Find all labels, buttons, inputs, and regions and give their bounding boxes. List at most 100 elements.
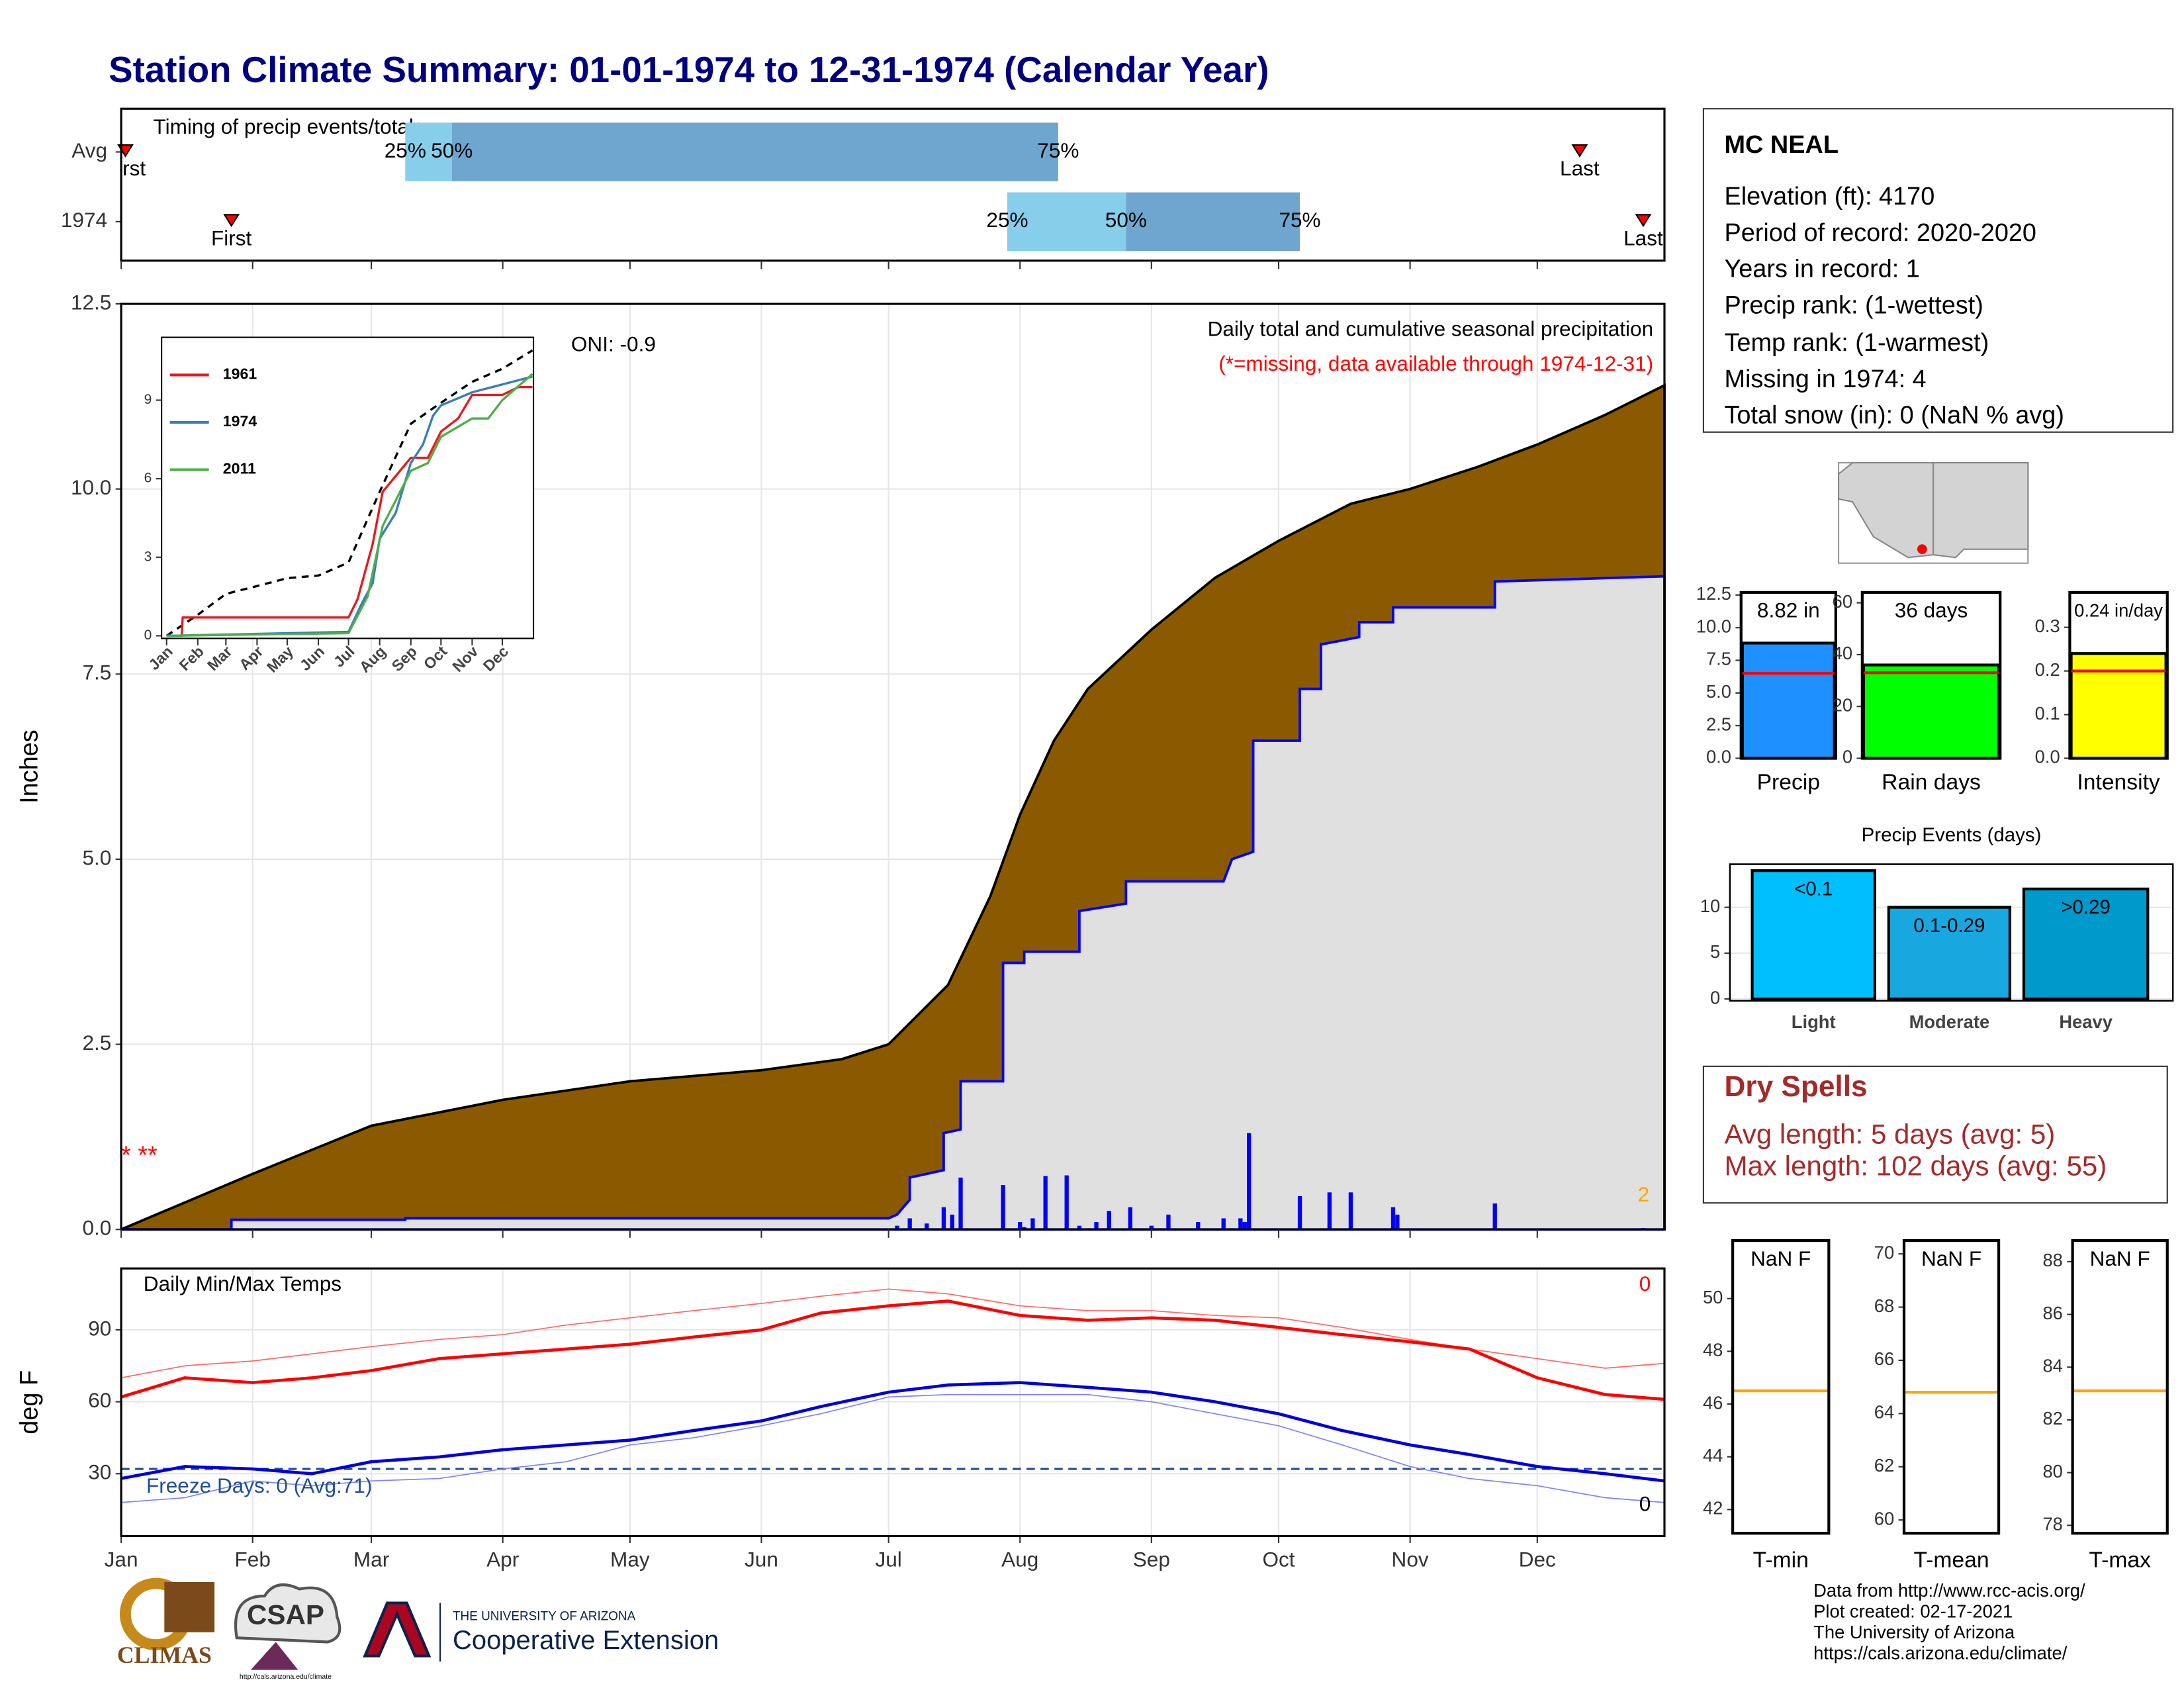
y-tick-label: 62: [1874, 1455, 1894, 1476]
station-line: Precip rank: (1-wettest): [1724, 291, 1983, 319]
station-line: Period of record: 2020-2020: [1724, 219, 2036, 247]
event-label: First: [211, 226, 252, 250]
plot-frame: [120, 1267, 1666, 1538]
series-line: [120, 1299, 1665, 1401]
series-line: [166, 375, 533, 637]
map-state: [1838, 462, 1934, 559]
annotation: (*=missing, data available through 1974-…: [1218, 352, 1653, 375]
daily-bar: [1348, 1192, 1353, 1230]
y-axis-label: deg F: [15, 1370, 43, 1434]
series-line: [120, 1381, 1665, 1483]
x-tick-label: Jun: [745, 1548, 778, 1571]
plot-bg: [1903, 1241, 1999, 1534]
row-label: Avg: [71, 138, 107, 162]
daily-bar: [1221, 1218, 1226, 1230]
y-tick-label: 44: [1703, 1445, 1723, 1466]
value-label: NaN F: [1921, 1246, 1981, 1270]
bar: [1751, 869, 1876, 1001]
x-tick-label: Aug: [1001, 1548, 1038, 1571]
bar: [1862, 663, 2001, 760]
y-tick-label: 60: [1874, 1508, 1894, 1528]
series-line: [166, 373, 533, 637]
daily-bar: [1238, 1218, 1243, 1230]
daily-bar: [1018, 1222, 1023, 1230]
dry-frame: [1702, 1065, 2168, 1204]
y-tick-label: 46: [1703, 1392, 1723, 1413]
annotation: Freeze Days: 0 (Avg:71): [146, 1474, 372, 1497]
daily-bar: [958, 1177, 963, 1230]
plot-frame: [1731, 1239, 1831, 1535]
event-marker: [223, 214, 240, 228]
x-tick-label: Feb: [235, 1548, 271, 1571]
quartile-bar: [1126, 192, 1300, 252]
csap-url: http://cals.arizona.edu/climate: [240, 1673, 332, 1681]
y-tick-label: 2.5: [82, 1031, 111, 1055]
plot-frame: [2068, 590, 2169, 760]
dry-line: Max length: 102 days (avg: 55): [1724, 1150, 2107, 1182]
y-tick-label: 60: [88, 1388, 111, 1412]
plot-frame: [161, 336, 535, 639]
y-tick-label: 78: [2042, 1514, 2062, 1534]
panel-title: Timing of precip events/totals: [154, 115, 424, 138]
daily-bar: [1327, 1192, 1332, 1230]
y-tick-label: 48: [1703, 1340, 1723, 1360]
event-label: First: [105, 156, 146, 180]
y-tick-label: 88: [2042, 1250, 2062, 1270]
y-tick-label: 6: [144, 471, 152, 486]
y-tick-label: 84: [2042, 1356, 2062, 1376]
y-tick-label: 80: [2042, 1461, 2062, 1481]
y-tick-label: 30: [88, 1460, 111, 1484]
bar: [1887, 906, 2012, 1001]
footer: Data from http://www.rcc-acis.org/ Plot …: [1813, 1580, 2085, 1664]
value-label: NaN F: [2090, 1246, 2150, 1270]
y-tick-label: 0.0: [2035, 747, 2060, 767]
y-tick-label: 5: [1710, 941, 1720, 962]
quartile-label: 75%: [1037, 138, 1079, 162]
bar: [2022, 887, 2150, 1001]
daily-bar: [1395, 1214, 1400, 1230]
climas-text: CLIMAS: [117, 1642, 212, 1668]
quartile-label: 25%: [986, 208, 1028, 232]
y-tick-label: 70: [1874, 1242, 1894, 1262]
station-line: Total snow (in): 0 (NaN % avg): [1724, 402, 2064, 430]
locator-map: [1838, 462, 2029, 564]
legend-label: 2011: [223, 460, 256, 477]
annotation: Daily total and cumulative seasonal prec…: [1208, 316, 1654, 340]
y-tick-label: 7.5: [1706, 649, 1731, 669]
ua-text: THE UNIVERSITY OF ARIZONA: [453, 1610, 636, 1624]
series-line: [121, 1393, 1665, 1503]
y-tick-label: 40: [1833, 643, 1852, 663]
y-axis-label: Inches: [15, 729, 43, 804]
y-tick-label: 64: [1874, 1402, 1894, 1423]
event-marker: [1571, 144, 1588, 158]
y-tick-label: 0.0: [1706, 747, 1731, 767]
category-label: Intensity: [2077, 770, 2160, 794]
station-frame: [1702, 108, 2174, 433]
daily-bar: [895, 1225, 899, 1230]
plot-frame: [1860, 590, 2002, 760]
category-label: T-max: [2089, 1548, 2151, 1572]
bar: [2070, 652, 2167, 760]
dry-title: Dry Spells: [1724, 1070, 1867, 1103]
csap-text: CSAP: [247, 1599, 324, 1630]
category-label: Moderate: [1909, 1011, 1990, 1032]
daily-bar: [1064, 1175, 1069, 1230]
legend-label: 1974: [223, 412, 257, 430]
plot-frame: [120, 303, 1666, 1231]
event-label: Last: [1623, 226, 1663, 250]
plot-frame: [2071, 1239, 2169, 1535]
category-label: T-min: [1753, 1548, 1809, 1572]
daily-bar: [1107, 1211, 1111, 1230]
category-label: Rain days: [1882, 770, 1981, 794]
event-label: Last: [1560, 156, 1600, 180]
y-tick-label: 0: [1710, 987, 1720, 1008]
dry-line: Avg length: 5 days (avg: 5): [1724, 1118, 2055, 1149]
panel-title: Precip Events (days): [1862, 824, 2042, 846]
daily-bar: [1149, 1225, 1154, 1230]
bar: [1741, 641, 1836, 760]
y-tick-label: 0.1: [2035, 703, 2060, 724]
y-tick-label: 12.5: [71, 290, 111, 314]
category-label: Light: [1792, 1011, 1836, 1032]
footer-line: https://cals.arizona.edu/climate/: [1813, 1643, 2068, 1664]
